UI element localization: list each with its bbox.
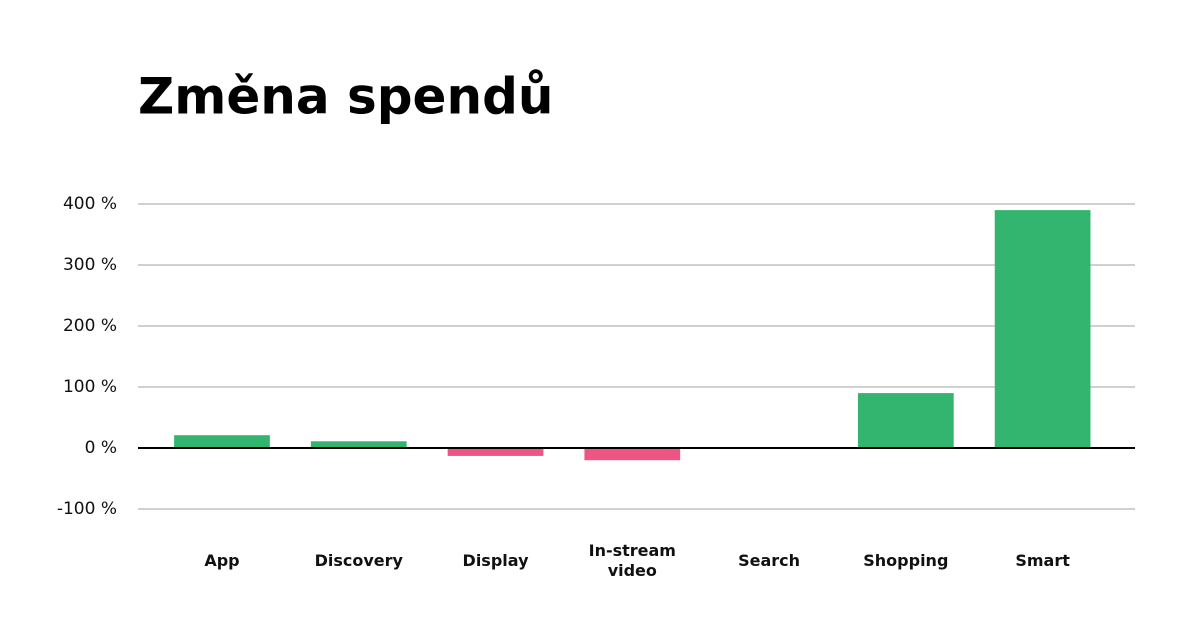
bar	[310, 441, 407, 448]
x-tick-label: Display	[462, 551, 529, 570]
y-tick-label: -100 %	[57, 499, 117, 519]
y-tick-label: 300 %	[63, 255, 117, 275]
x-tick-label: Search	[738, 551, 801, 570]
bar	[174, 435, 270, 448]
bar	[994, 210, 1091, 448]
bar	[447, 448, 544, 456]
x-tick-label: Discovery	[314, 551, 403, 570]
y-tick-label: 400 %	[63, 194, 117, 214]
bar	[857, 393, 954, 448]
y-tick-label: 200 %	[63, 316, 117, 336]
x-tick-label: In-stream video	[588, 541, 676, 580]
y-tick-label: 100 %	[63, 377, 117, 397]
chart-title: Změna spendů	[138, 68, 553, 126]
x-tick-label: Shopping	[863, 551, 949, 570]
y-tick-label: 0 %	[85, 438, 117, 458]
x-tick-label: Smart	[1015, 551, 1070, 570]
x-tick-label: App	[204, 551, 240, 570]
bar	[584, 448, 681, 461]
